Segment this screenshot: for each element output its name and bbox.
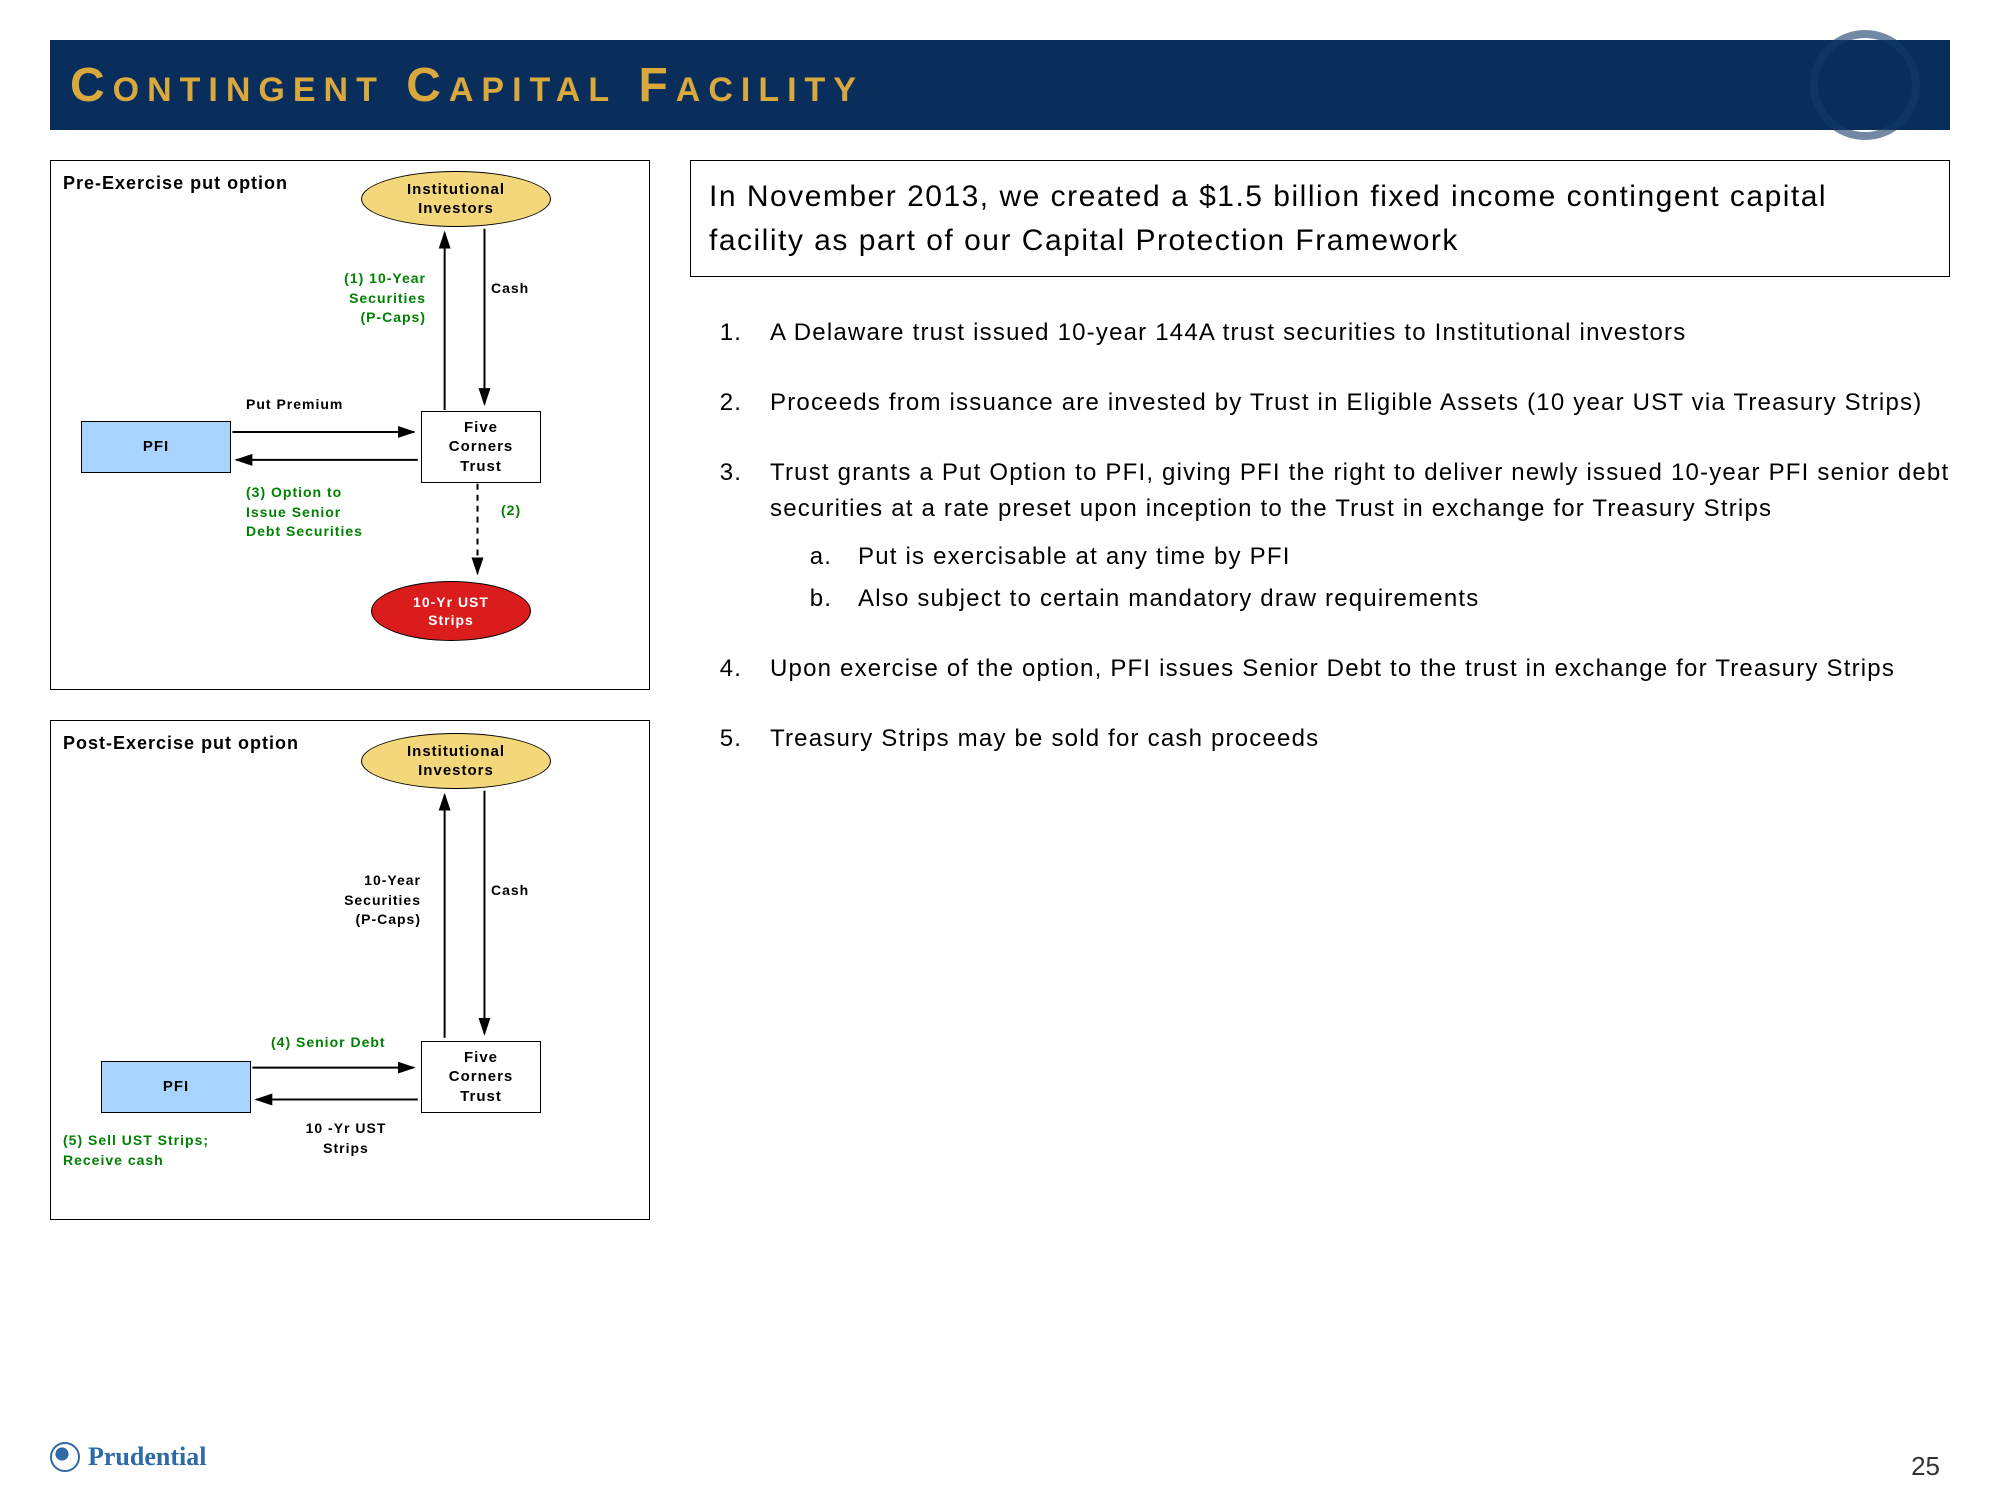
label-securities-2: 10-Year Securities (P-Caps) [311, 871, 421, 930]
sub-list-item: Put is exercisable at any time by PFI [840, 539, 1950, 575]
sub-list-item: Also subject to certain mandatory draw r… [840, 581, 1950, 617]
node-investors: Institutional Investors [361, 171, 551, 227]
label-cash-2: Cash [491, 881, 529, 901]
node-pfi: PFI [81, 421, 231, 473]
slide-title: Contingent Capital Facility [70, 58, 864, 113]
diagram-post-exercise: Post-Exercise put option Institutional I… [50, 720, 650, 1220]
label-cash: Cash [491, 279, 529, 299]
page-number: 25 [1911, 1451, 1940, 1482]
label-strips-2: 10 -Yr UST Strips [286, 1119, 406, 1158]
diagram-pre-exercise: Pre-Exercise put option Institutional In… [50, 160, 650, 690]
list-item: Treasury Strips may be sold for cash pro… [750, 721, 1950, 757]
node-pfi-2: PFI [101, 1061, 251, 1113]
brand-rock-icon [1810, 30, 1920, 140]
node-investors-2: Institutional Investors [361, 733, 551, 789]
label-sell: (5) Sell UST Strips; Receive cash [63, 1131, 283, 1170]
footer: Prudential 25 [50, 1442, 1950, 1482]
label-senior-debt: (4) Senior Debt [271, 1033, 386, 1053]
sub-list: Put is exercisable at any time by PFI Al… [770, 539, 1950, 617]
diagram1-title: Pre-Exercise put option [63, 173, 288, 194]
node-ust-strips: 10-Yr UST Strips [371, 581, 531, 641]
label-securities: (1) 10-Year Securities (P-Caps) [306, 269, 426, 328]
diagram-column: Pre-Exercise put option Institutional In… [50, 160, 650, 1220]
numbered-list: A Delaware trust issued 10-year 144A tru… [690, 315, 1950, 757]
brand-logo: Prudential [50, 1442, 1950, 1472]
list-item: A Delaware trust issued 10-year 144A tru… [750, 315, 1950, 351]
label-two: (2) [501, 501, 521, 521]
label-put-premium: Put Premium [246, 395, 343, 415]
list-item: Proceeds from issuance are invested by T… [750, 385, 1950, 421]
list-item: Trust grants a Put Option to PFI, giving… [750, 455, 1950, 617]
node-trust: Five Corners Trust [421, 411, 541, 483]
intro-statement: In November 2013, we created a $1.5 bill… [690, 160, 1950, 277]
diagram2-title: Post-Exercise put option [63, 733, 299, 754]
title-bar: Contingent Capital Facility [50, 40, 1950, 130]
list-item: Upon exercise of the option, PFI issues … [750, 651, 1950, 687]
node-trust-2: Five Corners Trust [421, 1041, 541, 1113]
text-column: In November 2013, we created a $1.5 bill… [690, 160, 1950, 791]
prudential-rock-icon [50, 1442, 80, 1472]
content-area: Pre-Exercise put option Institutional In… [50, 160, 1950, 1440]
brand-name: Prudential [88, 1442, 206, 1472]
label-option: (3) Option to Issue Senior Debt Securiti… [246, 483, 401, 542]
